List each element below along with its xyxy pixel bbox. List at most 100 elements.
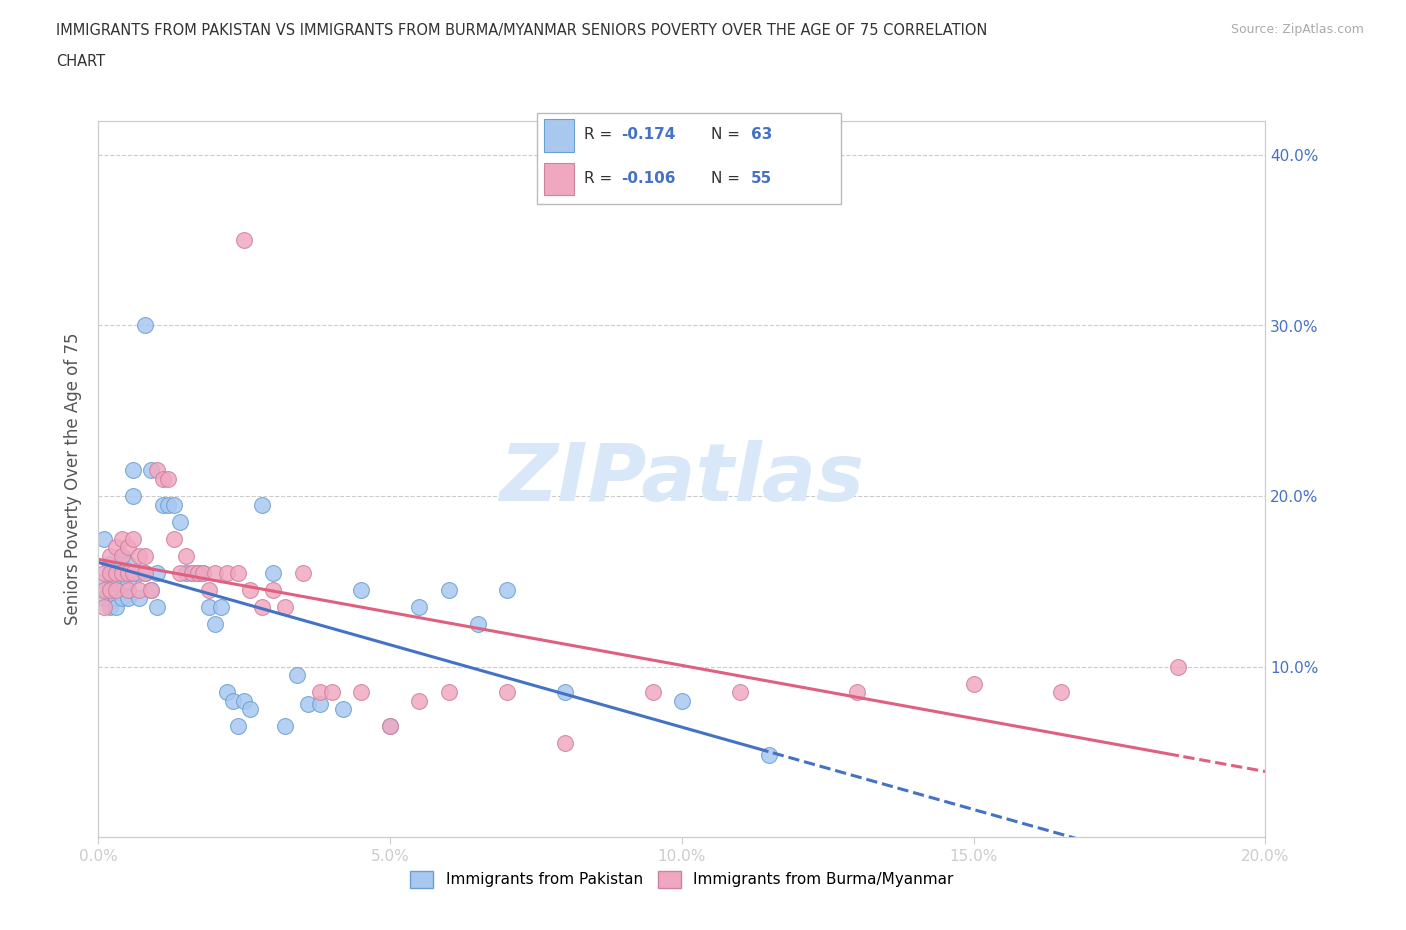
- Point: [1167, 659, 1189, 674]
- Point: [250, 497, 273, 512]
- Point: [554, 684, 576, 699]
- Point: [111, 565, 134, 580]
- Point: [128, 549, 150, 564]
- Point: [111, 582, 134, 597]
- Point: [262, 582, 284, 597]
- Point: [117, 557, 139, 572]
- Point: [104, 565, 127, 580]
- Point: [291, 565, 314, 580]
- Point: [117, 565, 139, 580]
- Point: [641, 684, 664, 699]
- Point: [180, 565, 202, 580]
- Point: [350, 582, 373, 597]
- Point: [408, 600, 430, 615]
- Point: [122, 565, 145, 580]
- Point: [117, 539, 139, 554]
- Point: [262, 565, 284, 580]
- Point: [239, 702, 262, 717]
- Point: [93, 574, 115, 589]
- Point: [117, 565, 139, 580]
- Point: [98, 565, 121, 580]
- Point: [146, 600, 169, 615]
- Point: [496, 582, 519, 597]
- Point: [134, 565, 156, 580]
- Point: [98, 549, 121, 564]
- Point: [98, 557, 121, 572]
- Point: [122, 531, 145, 546]
- Point: [962, 676, 984, 691]
- Point: [221, 693, 243, 708]
- Point: [111, 531, 134, 546]
- Point: [297, 697, 319, 711]
- Text: R =: R =: [583, 171, 617, 186]
- Point: [152, 497, 174, 512]
- FancyBboxPatch shape: [544, 163, 575, 195]
- Point: [193, 565, 215, 580]
- Point: [180, 565, 202, 580]
- Text: -0.106: -0.106: [621, 171, 675, 186]
- Point: [104, 582, 127, 597]
- Point: [250, 600, 273, 615]
- Point: [209, 600, 232, 615]
- Point: [758, 748, 780, 763]
- Point: [215, 684, 238, 699]
- Point: [111, 549, 134, 564]
- Point: [204, 565, 226, 580]
- Point: [122, 565, 145, 580]
- Text: 55: 55: [751, 171, 772, 186]
- Point: [233, 693, 256, 708]
- Point: [104, 574, 127, 589]
- Point: [128, 565, 150, 580]
- Point: [274, 719, 297, 734]
- Text: N =: N =: [710, 127, 744, 142]
- Point: [193, 565, 215, 580]
- Point: [111, 557, 134, 572]
- Point: [117, 591, 139, 605]
- Text: R =: R =: [583, 127, 617, 142]
- Point: [157, 472, 180, 486]
- Point: [98, 582, 121, 597]
- Point: [169, 514, 191, 529]
- Text: ZIPatlas: ZIPatlas: [499, 440, 865, 518]
- Point: [111, 565, 134, 580]
- Point: [117, 582, 139, 597]
- Point: [198, 582, 221, 597]
- Point: [496, 684, 519, 699]
- Point: [98, 582, 121, 597]
- Point: [233, 232, 256, 247]
- Point: [104, 591, 127, 605]
- Point: [111, 591, 134, 605]
- Point: [139, 582, 162, 597]
- FancyBboxPatch shape: [537, 113, 841, 204]
- Point: [146, 463, 169, 478]
- Point: [215, 565, 238, 580]
- Legend: Immigrants from Pakistan, Immigrants from Burma/Myanmar: Immigrants from Pakistan, Immigrants fro…: [405, 865, 959, 894]
- Point: [122, 463, 145, 478]
- FancyBboxPatch shape: [544, 119, 575, 152]
- Y-axis label: Seniors Poverty Over the Age of 75: Seniors Poverty Over the Age of 75: [65, 333, 83, 625]
- Point: [139, 463, 162, 478]
- Point: [104, 565, 127, 580]
- Point: [93, 565, 115, 580]
- Point: [163, 531, 186, 546]
- Point: [128, 582, 150, 597]
- Point: [350, 684, 373, 699]
- Point: [228, 719, 250, 734]
- Point: [152, 472, 174, 486]
- Point: [93, 582, 115, 597]
- Point: [198, 600, 221, 615]
- Point: [274, 600, 297, 615]
- Point: [98, 565, 121, 580]
- Point: [93, 600, 115, 615]
- Point: [174, 565, 197, 580]
- Text: 63: 63: [751, 127, 772, 142]
- Point: [169, 565, 191, 580]
- Point: [111, 549, 134, 564]
- Text: N =: N =: [710, 171, 744, 186]
- Point: [134, 318, 156, 333]
- Point: [467, 617, 489, 631]
- Point: [134, 549, 156, 564]
- Point: [93, 531, 115, 546]
- Point: [157, 497, 180, 512]
- Point: [309, 697, 332, 711]
